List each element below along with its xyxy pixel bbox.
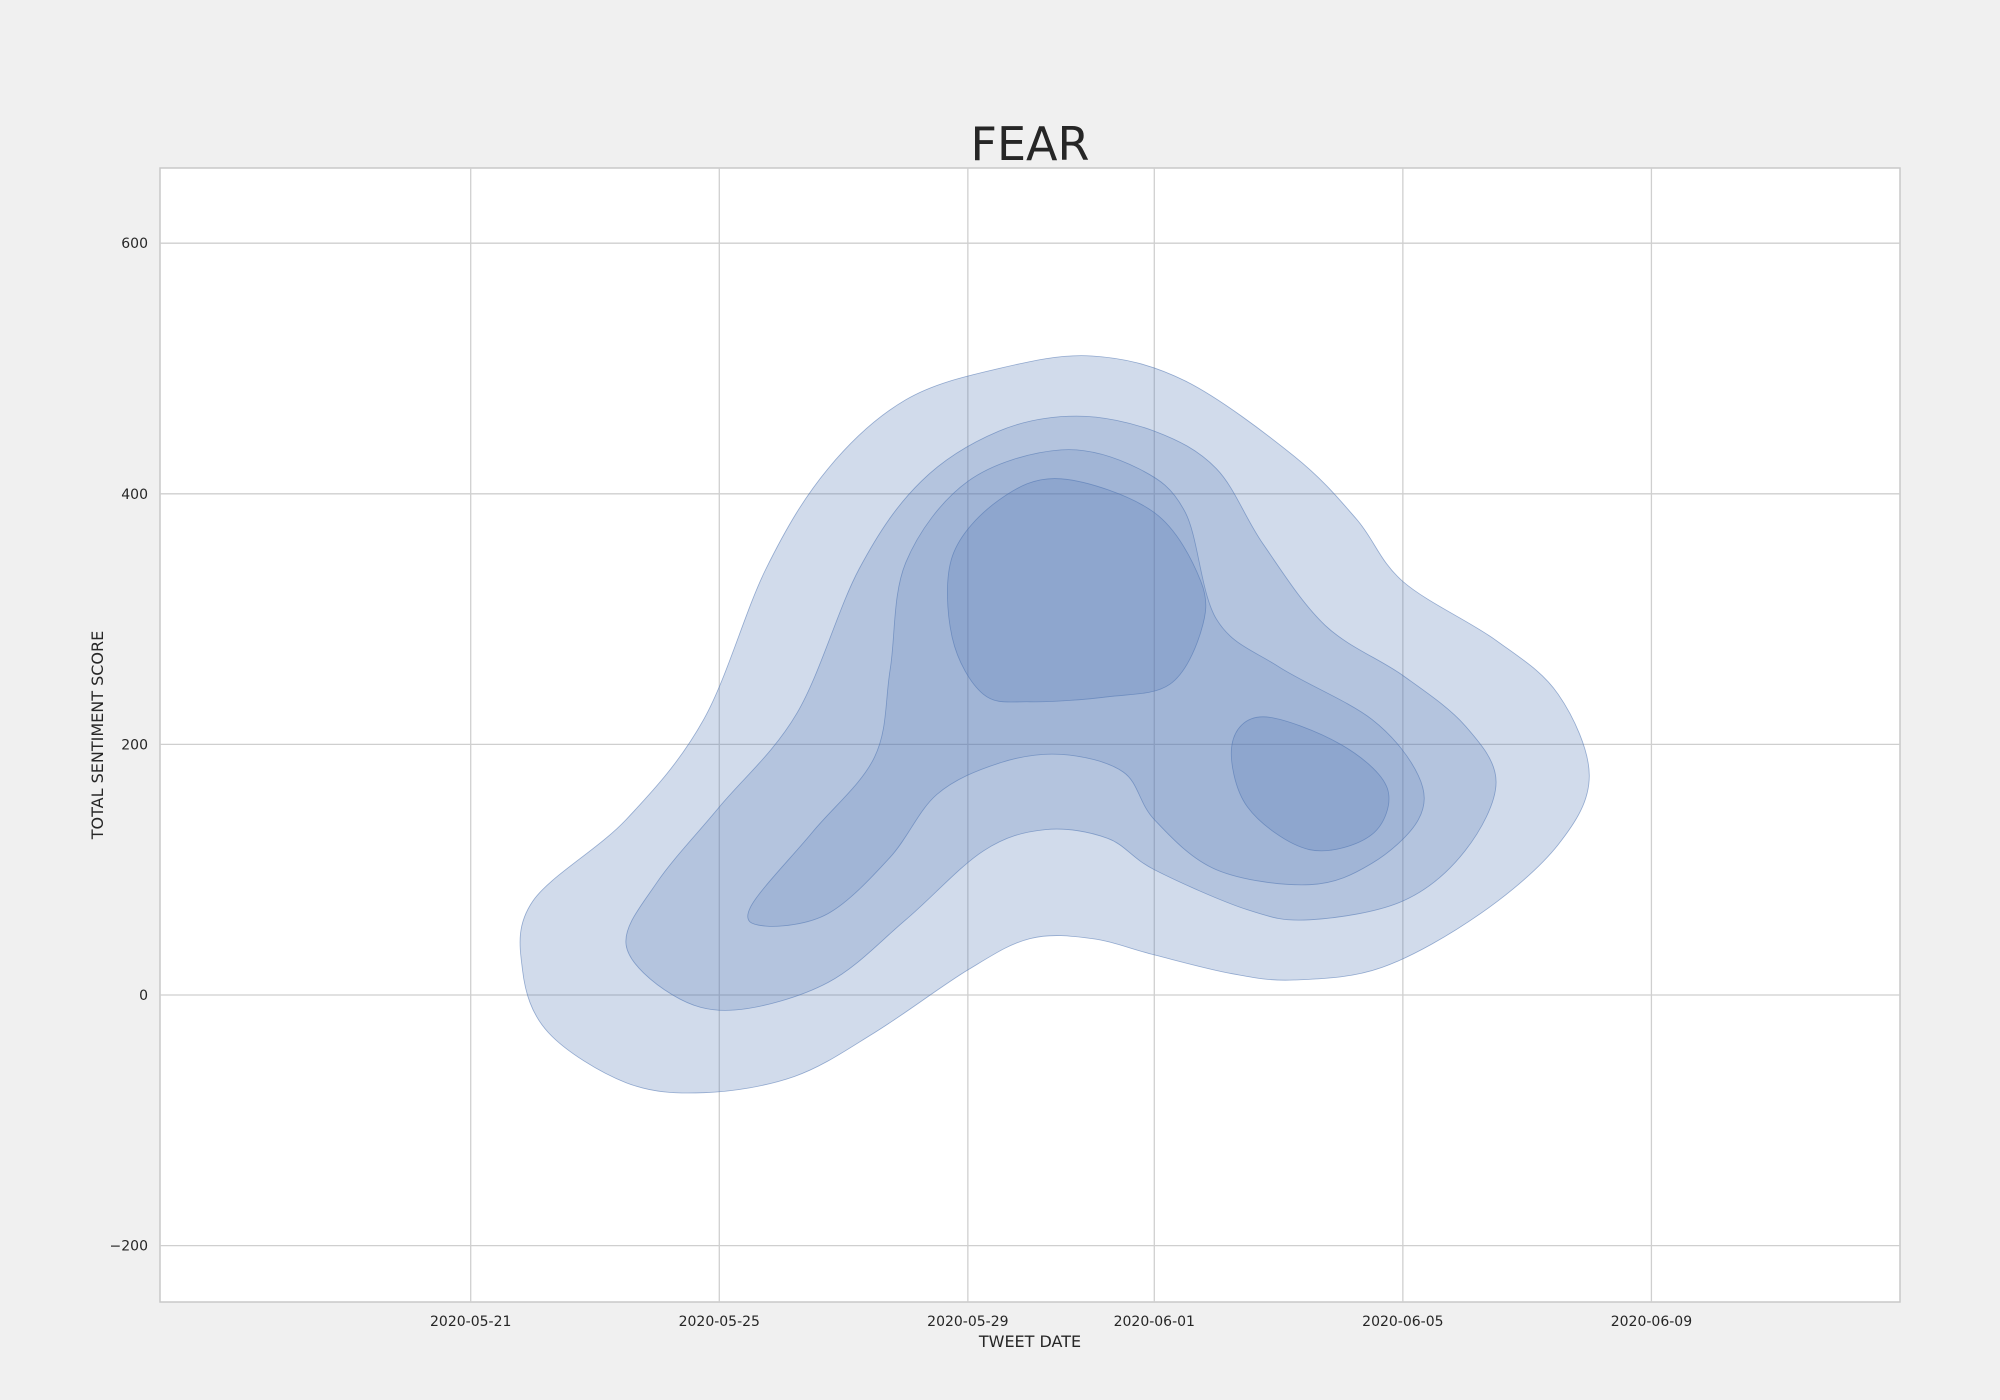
chart-title: FEAR — [971, 117, 1090, 171]
density-contour-level-2 — [625, 415, 1497, 1011]
y-tick-label: 200 — [121, 737, 148, 753]
y-tick-label: 0 — [139, 988, 148, 1004]
x-axis-label: TWEET DATE — [978, 1332, 1081, 1351]
density-contour-level-4 — [947, 478, 1207, 703]
x-tick-label: 2020-06-09 — [1611, 1314, 1692, 1330]
axis-ticks: 2020-05-21 2020-05-25 2020-05-29 2020-06-01… — [110, 236, 1693, 1330]
density-contour-level-4 — [1231, 716, 1390, 852]
x-tick-label: 2020-06-01 — [1114, 1314, 1195, 1330]
grid-lines — [160, 168, 1900, 1302]
density-contours — [519, 355, 1590, 1094]
density-contour-level-1 — [519, 355, 1590, 1094]
x-tick-label: 2020-05-29 — [927, 1314, 1008, 1330]
y-tick-label: 400 — [121, 487, 148, 503]
plot-area — [159, 167, 1901, 1303]
density-contour-level-3 — [747, 449, 1425, 927]
x-tick-label: 2020-06-05 — [1362, 1314, 1443, 1330]
y-axis-label: TOTAL SENTIMENT SCORE — [88, 631, 107, 840]
y-tick-label: 600 — [121, 236, 148, 252]
x-tick-label: 2020-05-25 — [679, 1314, 760, 1330]
y-tick-label: −200 — [110, 1239, 148, 1255]
x-tick-label: 2020-05-21 — [430, 1314, 511, 1330]
